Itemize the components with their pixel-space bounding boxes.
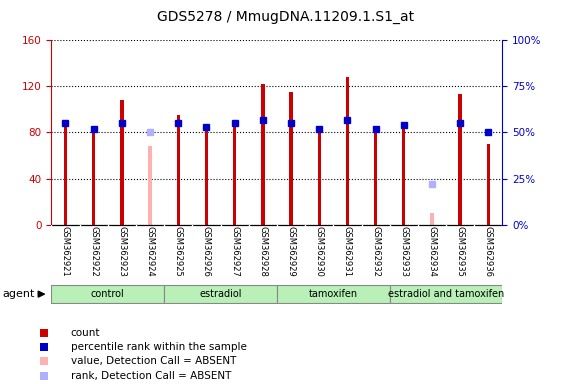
- Text: tamoxifen: tamoxifen: [309, 289, 358, 299]
- Bar: [261, 84, 264, 225]
- FancyBboxPatch shape: [277, 285, 390, 303]
- Text: value, Detection Call = ABSENT: value, Detection Call = ABSENT: [71, 356, 236, 366]
- Text: GSM362924: GSM362924: [146, 227, 155, 277]
- Text: GSM362922: GSM362922: [89, 227, 98, 277]
- Text: GSM362934: GSM362934: [428, 227, 436, 277]
- Bar: [120, 100, 123, 225]
- FancyBboxPatch shape: [164, 285, 277, 303]
- Text: GSM362925: GSM362925: [174, 227, 183, 277]
- Bar: [176, 115, 180, 225]
- Text: GSM362921: GSM362921: [61, 227, 70, 277]
- Text: GSM362936: GSM362936: [484, 227, 493, 277]
- Text: GSM362926: GSM362926: [202, 227, 211, 277]
- Text: GSM362929: GSM362929: [287, 227, 296, 277]
- Text: control: control: [91, 289, 124, 299]
- Bar: [374, 129, 377, 225]
- Bar: [402, 128, 405, 225]
- Text: rank, Detection Call = ABSENT: rank, Detection Call = ABSENT: [71, 371, 231, 381]
- Bar: [317, 132, 321, 225]
- Text: GSM362930: GSM362930: [315, 227, 324, 277]
- FancyBboxPatch shape: [51, 285, 164, 303]
- Text: GSM362931: GSM362931: [343, 227, 352, 277]
- Text: GSM362923: GSM362923: [118, 227, 126, 277]
- Bar: [92, 129, 95, 225]
- Bar: [205, 124, 208, 225]
- Bar: [148, 146, 152, 225]
- Text: agent: agent: [3, 289, 35, 299]
- Text: GSM362927: GSM362927: [230, 227, 239, 277]
- Text: percentile rank within the sample: percentile rank within the sample: [71, 342, 247, 352]
- Bar: [459, 94, 462, 225]
- Bar: [486, 144, 490, 225]
- Text: GDS5278 / MmugDNA.11209.1.S1_at: GDS5278 / MmugDNA.11209.1.S1_at: [157, 10, 414, 23]
- Bar: [233, 121, 236, 225]
- Text: count: count: [71, 328, 100, 338]
- Text: GSM362932: GSM362932: [371, 227, 380, 277]
- Bar: [345, 77, 349, 225]
- Text: GSM362933: GSM362933: [399, 227, 408, 277]
- Bar: [64, 121, 67, 225]
- FancyBboxPatch shape: [390, 285, 502, 303]
- Text: estradiol and tamoxifen: estradiol and tamoxifen: [388, 289, 504, 299]
- Text: GSM362935: GSM362935: [456, 227, 465, 277]
- Bar: [289, 92, 293, 225]
- Text: GSM362928: GSM362928: [258, 227, 267, 277]
- Text: estradiol: estradiol: [199, 289, 242, 299]
- Bar: [431, 213, 434, 225]
